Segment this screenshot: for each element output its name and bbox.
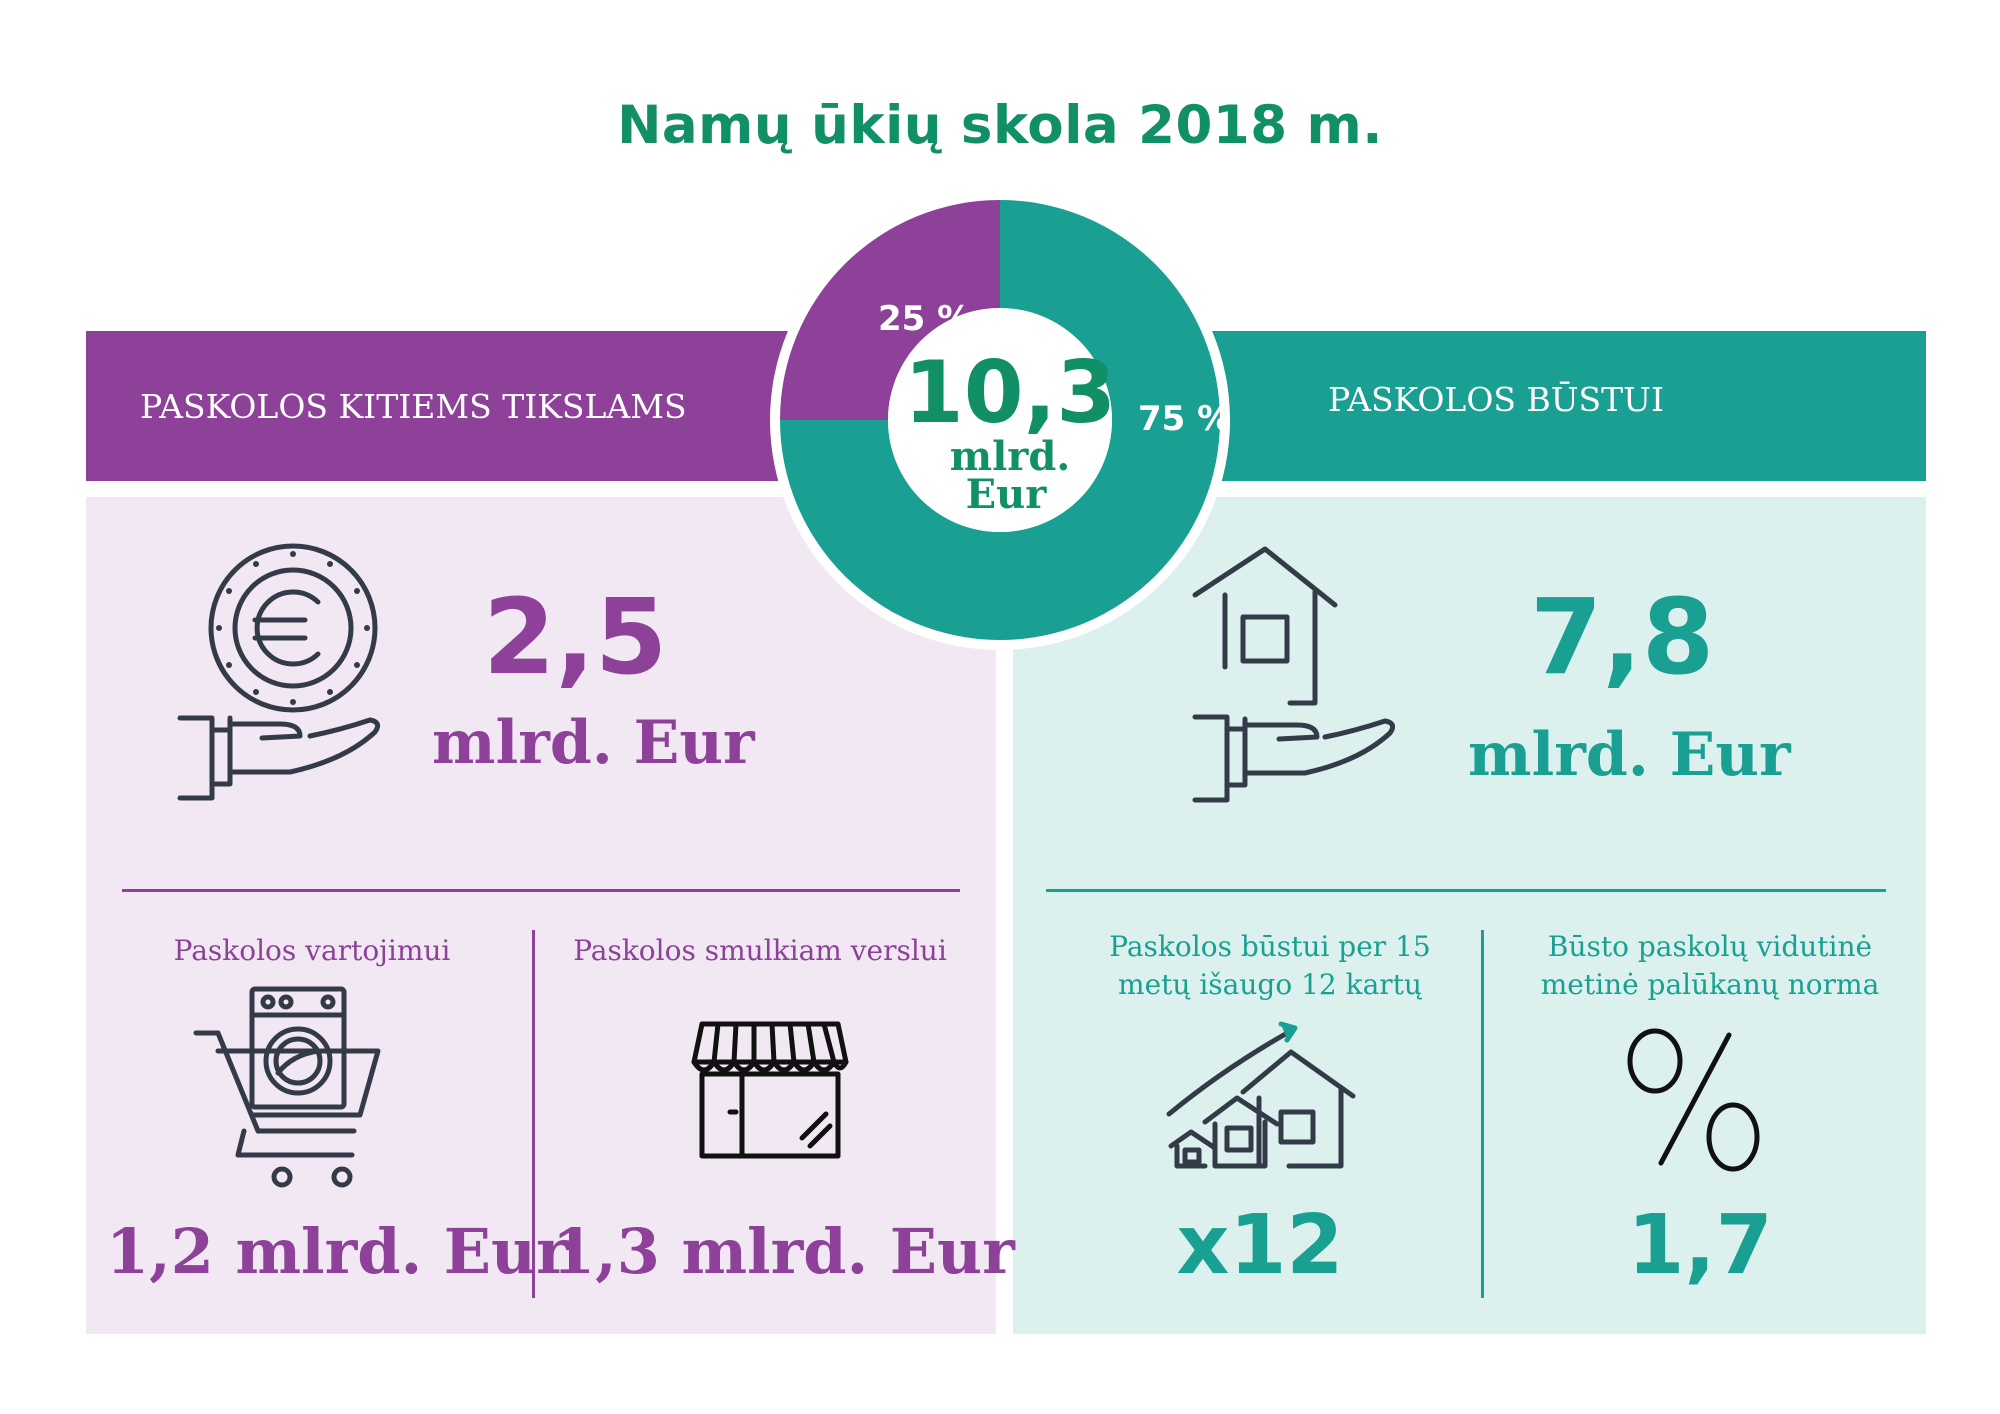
left-category-label: PASKOLOS KITIEMS TIKSLAMS	[140, 387, 687, 426]
left-category-bar	[86, 331, 876, 481]
donut-unit-line1: mlrd.	[950, 433, 1071, 480]
slice-label-left: 25 %	[878, 299, 971, 339]
interest-rate-label: Būsto paskolų vidutinė metinė palūkanų n…	[1510, 928, 1910, 1004]
right-category-label: PASKOLOS BŪSTUI	[1328, 380, 1665, 419]
donut-slice-other	[780, 200, 1000, 420]
page-title: Namų ūkių skola 2018 m.	[617, 95, 1383, 156]
housing-growth-label-line2: metų išaugo 12 kartų	[1118, 968, 1422, 1001]
left-total-value: 2,5	[483, 576, 668, 698]
donut-chart: 25 % 75 % 10,3 mlrd. Eur	[770, 190, 1230, 650]
percent-icon	[1627, 1028, 1760, 1172]
right-vertical-divider	[1481, 930, 1484, 1298]
right-category-bar	[1134, 331, 1926, 481]
house-hand-icon	[1192, 546, 1396, 803]
right-total-unit: mlrd. Eur	[1468, 720, 1791, 790]
growing-houses-icon	[1166, 1021, 1356, 1169]
left-total-unit: mlrd. Eur	[432, 708, 755, 778]
interest-rate-label-line1: Būsto paskolų vidutinė	[1547, 930, 1873, 963]
right-panel	[1013, 497, 1926, 1334]
housing-growth-value: x12	[1176, 1198, 1344, 1293]
donut-total: 10,3	[904, 343, 1116, 443]
small-business-loans-value: 1,3 mlrd. Eur	[552, 1215, 1015, 1288]
housing-growth-label: Paskolos būstui per 15 metų išaugo 12 ka…	[1090, 928, 1450, 1004]
left-divider	[122, 889, 960, 892]
housing-growth-label-line1: Paskolos būstui per 15	[1109, 930, 1431, 963]
donut-unit-line2: Eur	[966, 471, 1048, 518]
right-divider	[1046, 889, 1886, 892]
small-business-loans-label: Paskolos smulkiam verslui	[573, 934, 947, 967]
interest-rate-label-line2: metinė palūkanų norma	[1540, 968, 1880, 1001]
right-total-value: 7,8	[1530, 576, 1715, 698]
slice-label-right: 75 %	[1138, 399, 1230, 439]
interest-rate-value: 1,7	[1627, 1198, 1773, 1293]
consumer-loans-value: 1,2 mlrd. Eur	[106, 1215, 569, 1288]
donut-slice-housing	[780, 200, 1220, 640]
left-vertical-divider	[532, 930, 535, 1298]
euro-coin-hand-icon	[177, 543, 381, 801]
shopping-cart-washer-icon	[193, 986, 381, 1188]
consumer-loans-label: Paskolos vartojimui	[173, 934, 451, 967]
donut-hole	[888, 308, 1112, 532]
storefront-icon	[691, 1021, 849, 1159]
